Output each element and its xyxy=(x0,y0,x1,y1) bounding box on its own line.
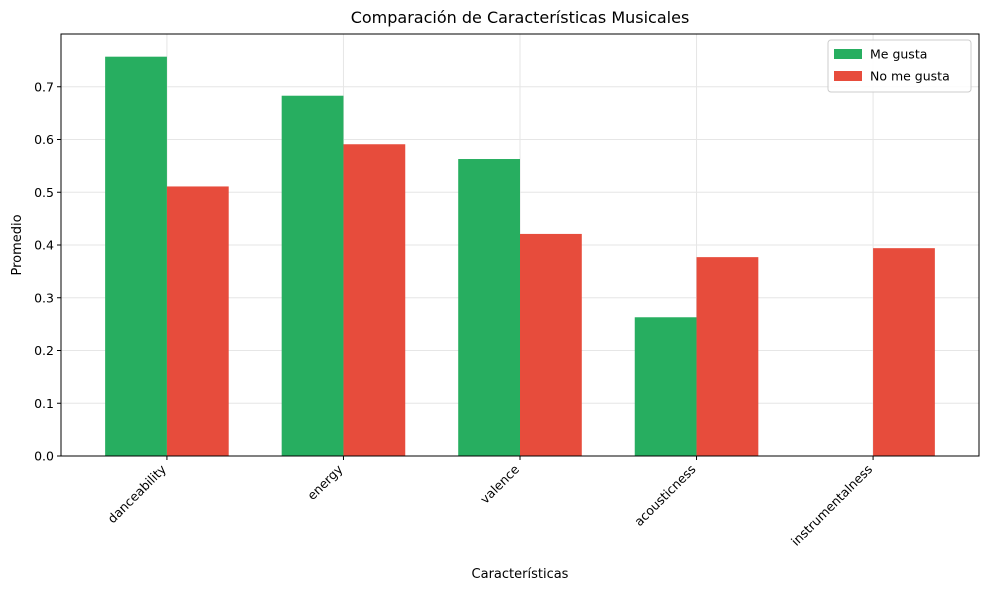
legend-swatch xyxy=(834,49,862,59)
y-tick-label: 0.3 xyxy=(34,290,54,305)
y-axis: 0.0 0.1 0.2 0.3 0.4 0.5 0.6 0.7 xyxy=(34,79,61,464)
bar xyxy=(343,144,406,456)
legend: Me gusta No me gusta xyxy=(827,39,972,93)
bar xyxy=(166,186,229,456)
bar xyxy=(281,95,344,456)
y-tick-label: 0.6 xyxy=(34,132,54,147)
y-tick-label: 0.7 xyxy=(34,79,54,94)
y-tick-label: 0.0 xyxy=(34,449,54,464)
y-tick-label: 0.4 xyxy=(34,238,54,253)
bar xyxy=(105,56,167,457)
y-tick-label: 0.2 xyxy=(34,343,54,358)
bar xyxy=(696,257,759,456)
y-tick-label: 0.5 xyxy=(34,185,54,200)
legend-label: No me gusta xyxy=(870,69,950,84)
bar xyxy=(458,159,520,456)
bar xyxy=(634,317,697,456)
legend-box xyxy=(827,39,972,93)
x-axis-label: Características xyxy=(472,567,569,582)
bar xyxy=(873,248,935,456)
legend-label: Me gusta xyxy=(870,47,927,62)
bars xyxy=(105,56,935,457)
y-axis-label: Promedio xyxy=(10,214,25,275)
y-tick-label: 0.1 xyxy=(34,396,54,411)
legend-swatch xyxy=(834,71,862,81)
bar xyxy=(520,233,582,456)
chart-title: Comparación de Características Musicales xyxy=(351,8,690,27)
